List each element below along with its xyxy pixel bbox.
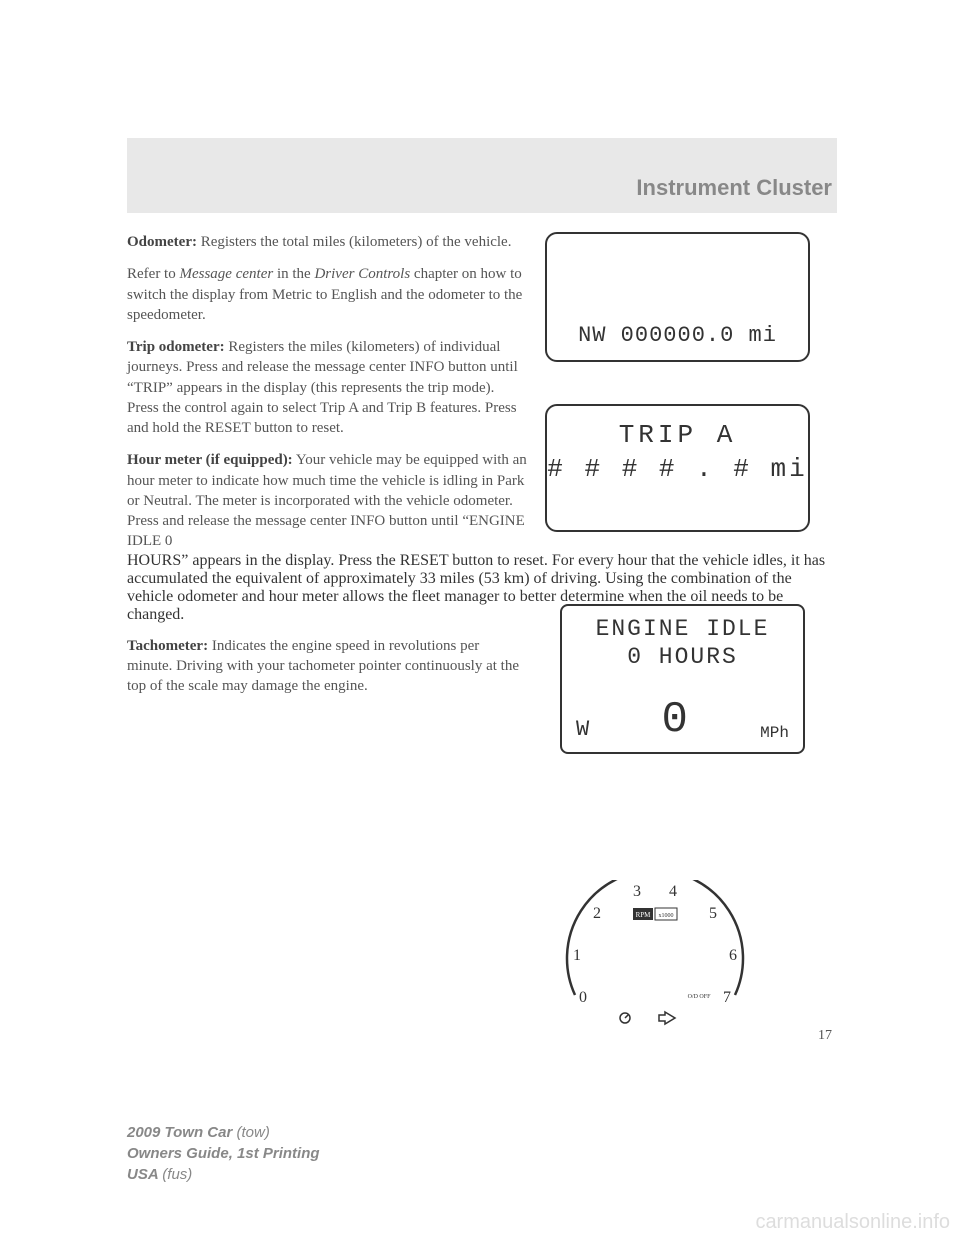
engine-display-zero: 0: [661, 698, 687, 742]
cruise-icon: [620, 1013, 630, 1023]
hour-para-col: Hour meter (if equipped): Your vehicle m…: [127, 450, 527, 551]
tach-tick-3: 3: [633, 883, 641, 900]
odometer-para-2: Refer to Message center in the Driver Co…: [127, 264, 527, 325]
odometer-text-1: Registers the total miles (kilometers) o…: [197, 234, 512, 250]
trip-display-line2: # # # # . # mi: [547, 454, 808, 484]
tach-x1000-label: x1000: [659, 913, 674, 919]
footer-model: 2009 Town Car: [127, 1124, 236, 1141]
footer-line-1: 2009 Town Car (tow): [127, 1122, 320, 1143]
odometer-text-2c: in the: [273, 266, 314, 282]
message-center-ref: Message center: [179, 266, 273, 282]
trip-display-line1: TRIP A: [547, 420, 808, 450]
trip-label: Trip odometer:: [127, 339, 225, 355]
footer-tow: (tow): [236, 1124, 269, 1141]
hour-label: Hour meter (if equipped):: [127, 452, 293, 468]
engine-display-line1: ENGINE IDLE: [562, 616, 803, 642]
driver-controls-ref: Driver Controls: [314, 266, 410, 282]
engine-display-w: W: [576, 717, 589, 742]
engine-idle-display: ENGINE IDLE 0 HOURS W 0 MPh: [560, 604, 805, 754]
footer-fus: (fus): [162, 1166, 192, 1183]
turn-signal-icon: [659, 1012, 675, 1024]
page: Instrument Cluster Odometer: Registers t…: [0, 0, 960, 1242]
footer-line-3: USA (fus): [127, 1164, 320, 1185]
footer-line-2: Owners Guide, 1st Printing: [127, 1143, 320, 1164]
tach-tick-4: 4: [669, 883, 677, 900]
tachometer-gauge: 0 1 2 3 4 5 6 7 RPM x1000 O/D OFF: [545, 880, 765, 1030]
watermark: carmanualsonline.info: [755, 1211, 950, 1234]
tach-label: Tachometer:: [127, 638, 208, 654]
tach-para: Tachometer: Indicates the engine speed i…: [127, 636, 527, 697]
footer-usa: USA: [127, 1166, 162, 1183]
trip-para: Trip odometer: Registers the miles (kilo…: [127, 337, 527, 438]
odometer-display-text: NW 000000.0 mi: [547, 323, 808, 348]
tach-tick-5: 5: [709, 905, 717, 922]
tach-tick-7: 7: [723, 989, 731, 1006]
tach-arc: [567, 880, 743, 995]
tach-od-label: O/D OFF: [688, 994, 712, 1000]
section-title: Instrument Cluster: [636, 175, 832, 201]
page-number: 17: [818, 1028, 832, 1044]
trip-display: TRIP A # # # # . # mi: [545, 404, 810, 532]
engine-display-line2: 0 HOURS: [562, 644, 803, 670]
odometer-label: Odometer:: [127, 234, 197, 250]
tach-tick-2: 2: [593, 905, 601, 922]
tach-tick-0: 0: [579, 989, 587, 1006]
tach-tick-1: 1: [573, 947, 581, 964]
odometer-text-2a: Refer to: [127, 266, 179, 282]
tach-ticks: 0 1 2 3 4 5 6 7: [573, 883, 737, 1006]
footer: 2009 Town Car (tow) Owners Guide, 1st Pr…: [127, 1122, 320, 1185]
odometer-display: NW 000000.0 mi: [545, 232, 810, 362]
engine-display-mph: MPh: [760, 724, 789, 742]
engine-display-bottom: W 0 MPh: [562, 698, 803, 742]
tach-rpm-label: RPM: [636, 911, 652, 919]
tach-tick-6: 6: [729, 947, 737, 964]
odometer-para-1: Odometer: Registers the total miles (kil…: [127, 232, 527, 252]
